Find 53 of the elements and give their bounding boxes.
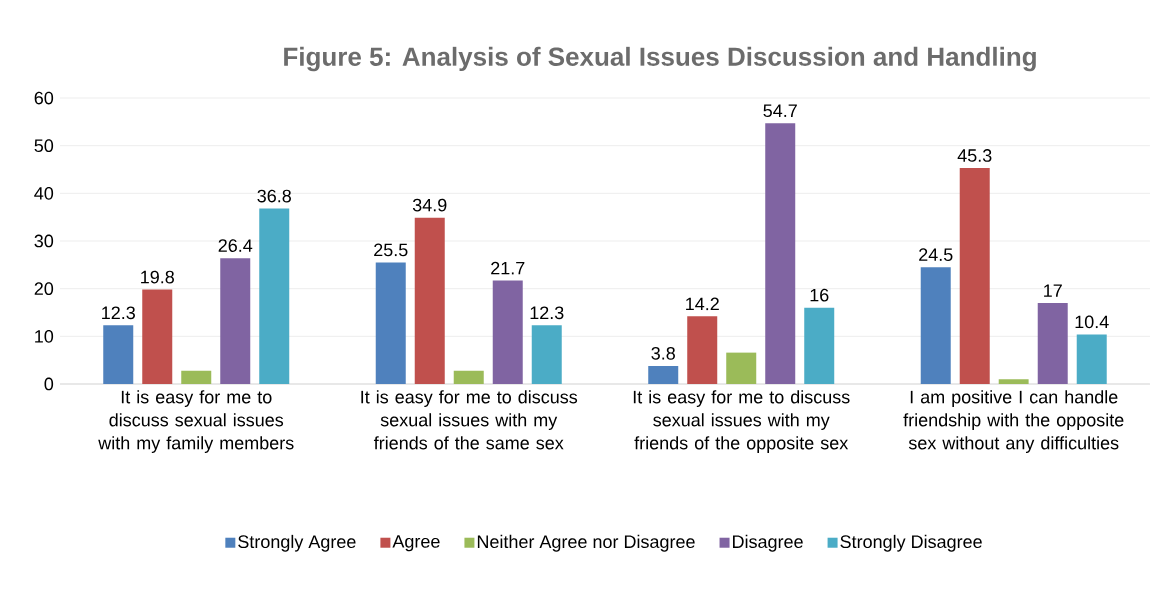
- bar: [492, 280, 523, 384]
- bar: [1076, 334, 1107, 384]
- data-label: 12.3: [530, 306, 564, 320]
- bar: [220, 258, 251, 384]
- data-label: 17: [1044, 284, 1062, 297]
- bar: [959, 168, 990, 384]
- data-label: 16: [810, 288, 829, 302]
- y-tick-label: 20: [34, 282, 54, 296]
- y-tick-label: 60: [34, 91, 54, 105]
- bar: [765, 123, 796, 384]
- bar: [453, 370, 484, 384]
- data-label: 19.8: [141, 270, 174, 284]
- legend-label: Disagree: [733, 534, 803, 552]
- data-label: 54.7: [763, 104, 797, 118]
- data-label: 14.2: [686, 297, 719, 311]
- legend-label: Neither Agree nor Disagree: [477, 534, 695, 552]
- data-label: 26.4: [218, 239, 253, 252]
- bar: [998, 379, 1029, 384]
- bar: [142, 289, 173, 384]
- bar: [1037, 302, 1068, 384]
- bar: [804, 307, 835, 384]
- bar: [259, 208, 290, 384]
- y-tick-label: 50: [34, 139, 54, 153]
- y-tick-label: 40: [34, 186, 54, 200]
- data-label: 3.8: [651, 346, 675, 360]
- x-tick-label: It is easy for me to discuss sexual issues with my friends of the opposite sex: [633, 390, 850, 453]
- x-tick-label: It is easy for me to discuss sexual issues with my friends of the same sex: [361, 390, 578, 450]
- y-tick-label: 30: [34, 234, 54, 248]
- data-label: 25.5: [374, 243, 408, 257]
- bar: [687, 316, 718, 384]
- x-tick-label: I am positive I can handle friendship with the opposite sex without any difficulties: [903, 390, 1124, 453]
- data-label: 24.5: [919, 248, 953, 262]
- data-label: 36.8: [257, 189, 291, 203]
- bar: [648, 365, 679, 384]
- bar: [531, 325, 562, 384]
- bar: [414, 217, 445, 384]
- bar: [920, 267, 951, 384]
- data-label: 10.4: [1075, 315, 1109, 329]
- bar: [181, 370, 212, 384]
- y-tick-label: 0: [44, 377, 54, 391]
- x-tick-label: It is easy for me to discuss sexual issues with my family members: [98, 390, 294, 453]
- y-tick-label: 10: [35, 329, 54, 343]
- legend-label: Strongly Disagree: [840, 534, 982, 552]
- data-label: 12.3: [102, 306, 135, 320]
- data-label: 21.7: [491, 261, 525, 275]
- bar: [726, 352, 757, 384]
- bar: [375, 262, 406, 384]
- data-label: 34.9: [412, 198, 447, 212]
- bar: [103, 325, 134, 384]
- chart-title: Figure 5: Analysis of Sexual Issues Discussion and Handling: [284, 46, 1036, 72]
- legend-label: Strongly Agree: [238, 534, 356, 552]
- data-label: 45.3: [957, 149, 992, 162]
- legend-label: Agree: [392, 535, 440, 552]
